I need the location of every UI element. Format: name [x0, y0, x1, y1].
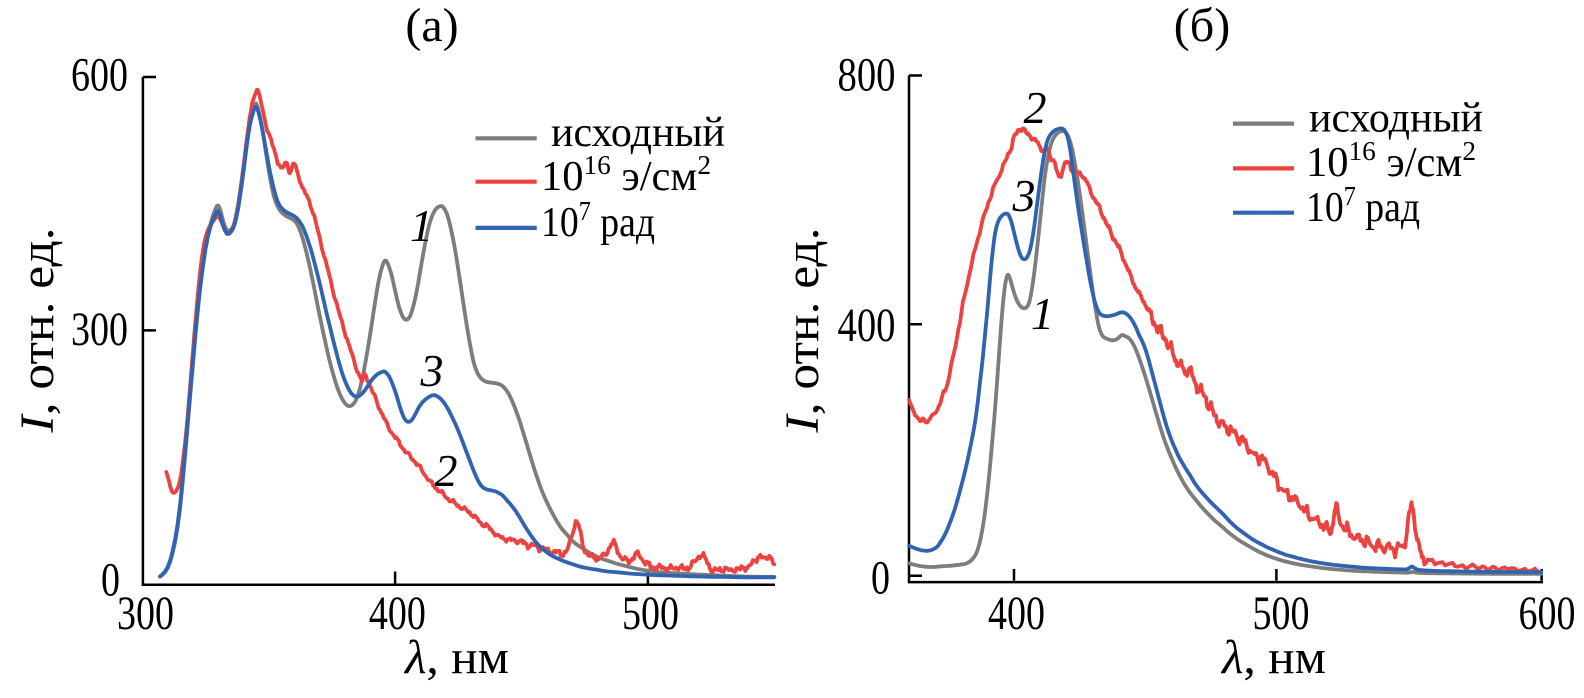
svg-text:исходный: исходный: [551, 110, 725, 156]
svg-text:1: 1: [1031, 288, 1054, 339]
svg-text:1: 1: [410, 200, 433, 251]
svg-text:1016 э/см2: 1016 э/см2: [1306, 136, 1476, 186]
svg-text:600: 600: [1519, 587, 1576, 640]
svg-text:I, отн. ед.: I, отн. ед.: [11, 228, 64, 434]
svg-text:600: 600: [71, 49, 128, 102]
svg-text:(a): (a): [405, 0, 458, 52]
svg-text:0: 0: [871, 552, 890, 605]
svg-text:2: 2: [435, 445, 458, 496]
svg-text:исходный: исходный: [1309, 96, 1483, 142]
svg-text:λ, нм: λ, нм: [1220, 631, 1326, 684]
svg-text:400: 400: [988, 587, 1045, 640]
svg-text:3: 3: [420, 345, 444, 396]
svg-text:I, отн. ед.: I, отн. ед.: [776, 228, 829, 434]
svg-text:3: 3: [1012, 170, 1036, 221]
svg-text:500: 500: [1253, 587, 1310, 640]
svg-text:0: 0: [101, 554, 120, 607]
svg-text:500: 500: [622, 587, 679, 640]
svg-text:300: 300: [71, 303, 128, 356]
svg-text:300: 300: [117, 587, 174, 640]
svg-text:1016 э/см2: 1016 э/см2: [541, 150, 711, 200]
svg-text:(б): (б): [1174, 0, 1230, 52]
svg-text:800: 800: [838, 49, 896, 102]
svg-text:λ, нм: λ, нм: [403, 631, 509, 684]
svg-text:2: 2: [1024, 82, 1047, 133]
svg-text:107 рад: 107 рад: [1306, 181, 1420, 231]
svg-text:400: 400: [838, 299, 896, 352]
svg-text:107 рад: 107 рад: [541, 196, 655, 246]
svg-text:400: 400: [369, 587, 426, 640]
